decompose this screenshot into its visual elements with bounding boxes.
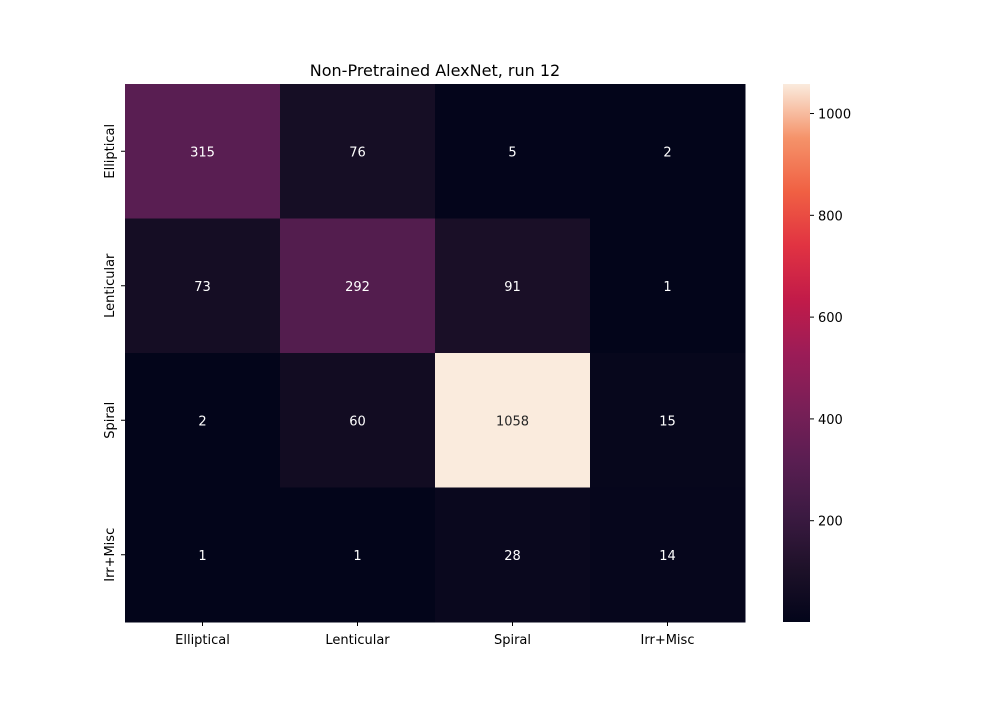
- cell-value-label: 292: [345, 280, 370, 295]
- colorbar: 200 400 600 800 1000: [783, 84, 851, 622]
- cell-value-label: 28: [504, 549, 521, 564]
- cell-value-label: 76: [349, 145, 366, 160]
- cell-value-label: 1058: [496, 414, 529, 429]
- colorbar-tick-label: 600: [818, 311, 843, 326]
- cell-value-label: 315: [190, 145, 215, 160]
- heatmap-cell: [125, 353, 281, 488]
- heatmap-cell: [435, 487, 591, 623]
- y-tick-label: Spiral: [103, 402, 118, 439]
- cell-annotations: 315 76 5 2 73 292 91 1 2 60 1058 15 1 1 28 14: [190, 145, 676, 564]
- cell-value-label: 91: [504, 280, 521, 295]
- heatmap-cell: [590, 84, 746, 219]
- cell-value-label: 2: [198, 414, 206, 429]
- cell-value-label: 1: [198, 549, 206, 564]
- x-tick-label: Lenticular: [325, 633, 390, 648]
- colorbar-tick-label: 800: [818, 209, 843, 224]
- chart-title: Non-Pretrained AlexNet, run 12: [310, 61, 560, 80]
- heatmap-cell: [125, 84, 281, 219]
- cell-value-label: 73: [194, 280, 211, 295]
- y-tick-label: Lenticular: [103, 253, 118, 318]
- heatmap-cell: [590, 353, 746, 488]
- y-tick-label: Irr+Misc: [103, 528, 118, 582]
- colorbar-tick-label: 200: [818, 515, 843, 530]
- cell-value-label: 14: [659, 549, 676, 564]
- heatmap-cell: [125, 218, 281, 354]
- cell-value-label: 1: [353, 549, 361, 564]
- heatmap-cell: [590, 487, 746, 623]
- heatmap-cell: [435, 84, 591, 219]
- x-axis: Elliptical Lenticular Spiral Irr+Misc: [175, 622, 694, 648]
- heatmap-cell: [435, 218, 591, 354]
- cell-value-label: 60: [349, 414, 366, 429]
- cell-value-label: 1: [663, 280, 671, 295]
- y-tick-label: Elliptical: [103, 124, 118, 179]
- colorbar-tick-label: 400: [818, 413, 843, 428]
- heatmap-cell: [590, 218, 746, 354]
- heatmap-cell: [125, 487, 281, 623]
- heatmap-cell: [280, 218, 436, 354]
- heatmap-cell: [280, 487, 436, 623]
- heatmap-cell: [435, 353, 591, 488]
- colorbar-gradient: [783, 84, 810, 622]
- colorbar-tick-label: 1000: [818, 108, 851, 123]
- x-tick-label: Elliptical: [175, 633, 230, 648]
- cell-value-label: 15: [659, 414, 676, 429]
- heatmap-cells: [125, 84, 746, 623]
- heatmap-cell: [280, 353, 436, 488]
- cell-value-label: 5: [508, 145, 516, 160]
- x-tick-label: Spiral: [494, 633, 531, 648]
- x-tick-label: Irr+Misc: [641, 633, 695, 648]
- cell-value-label: 2: [663, 145, 671, 160]
- heatmap-cell: [280, 84, 436, 219]
- y-axis: Elliptical Lenticular Spiral Irr+Misc: [103, 124, 125, 582]
